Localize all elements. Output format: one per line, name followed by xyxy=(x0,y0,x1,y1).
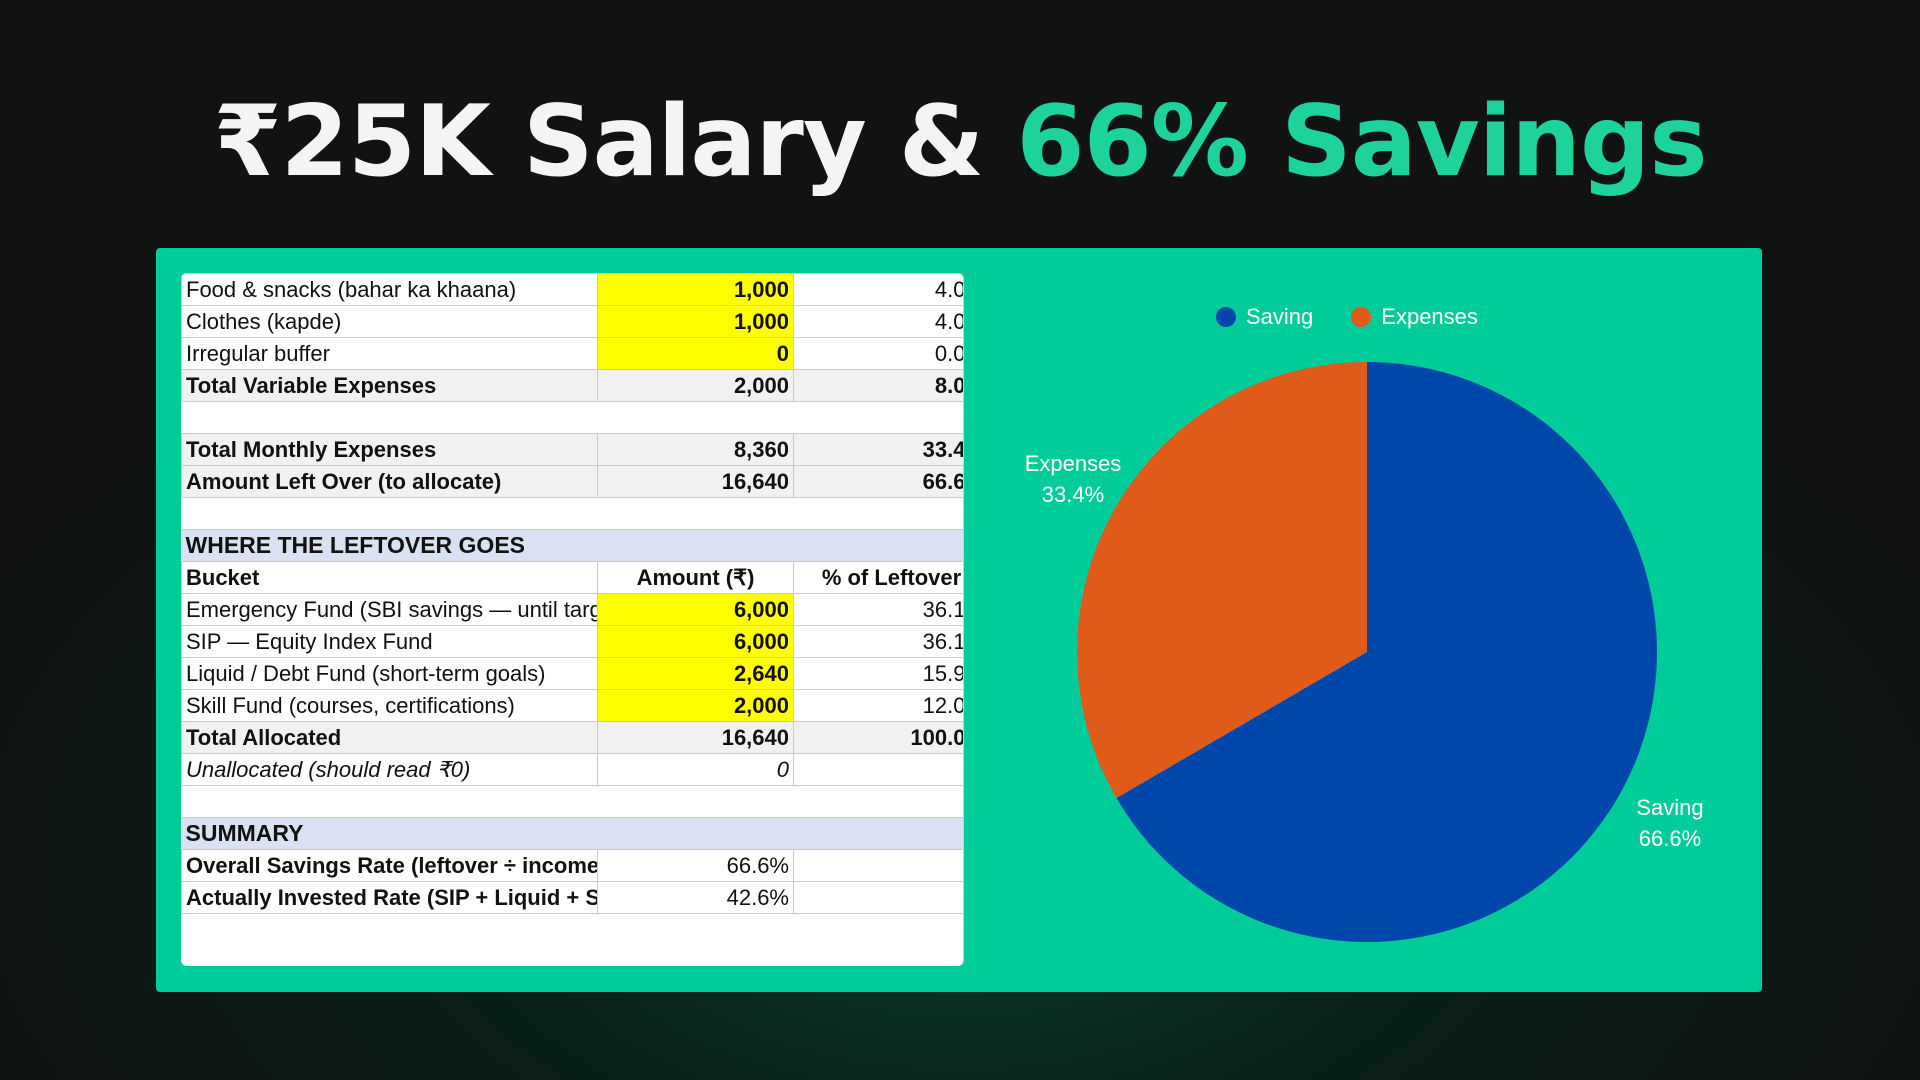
row-label[interactable]: Irregular buffer xyxy=(181,337,598,370)
row-label[interactable]: Actually Invested Rate (SIP + Liquid + S… xyxy=(181,881,598,914)
amount-cell[interactable]: 0 xyxy=(597,753,794,786)
empty-cell[interactable] xyxy=(597,785,794,818)
budget-table: Food & snacks (bahar ka khaana) 1,000 4.… xyxy=(181,273,963,914)
left-over-row: Amount Left Over (to allocate) 16,640 66… xyxy=(181,465,963,498)
pct-cell[interactable]: 66.6% xyxy=(793,465,963,498)
section-title[interactable]: SUMMARY xyxy=(181,817,963,850)
pct-cell[interactable]: 100.0% xyxy=(793,721,963,754)
empty-cell[interactable] xyxy=(181,497,598,530)
pie-slice-saving[interactable] xyxy=(1116,362,1658,942)
section-header: SUMMARY xyxy=(181,817,963,850)
column-header-row: Bucket Amount (₹) % of Leftover xyxy=(181,561,963,594)
row-label[interactable]: Total Monthly Expenses xyxy=(181,433,598,466)
pie-chart xyxy=(1077,362,1658,942)
amount-cell[interactable]: 2,000 xyxy=(597,689,794,722)
table-row: Liquid / Debt Fund (short-term goals) 2,… xyxy=(181,657,963,690)
table-row: Skill Fund (courses, certifications) 2,0… xyxy=(181,689,963,722)
legend-swatch xyxy=(1351,307,1372,327)
headline-savings: 66% Savings xyxy=(1016,85,1707,199)
row-label[interactable]: Emergency Fund (SBI savings — until targ… xyxy=(181,593,598,626)
pct-cell[interactable]: 12.0% xyxy=(793,689,963,722)
empty-cell[interactable] xyxy=(793,753,963,786)
pie-slice-expenses[interactable] xyxy=(1077,362,1367,799)
total-monthly-row: Total Monthly Expenses 8,360 33.4% xyxy=(181,433,963,466)
slice-label-value: 66.6% xyxy=(1638,826,1702,851)
total-variable-row: Total Variable Expenses 2,000 8.0% xyxy=(181,369,963,402)
value-cell[interactable]: 66.6% xyxy=(597,849,794,882)
column-header-pct[interactable]: % of Leftover xyxy=(793,561,963,594)
amount-cell[interactable]: 0 xyxy=(597,337,794,370)
content-panel: Food & snacks (bahar ka khaana) 1,000 4.… xyxy=(156,248,1762,992)
amount-cell[interactable]: 6,000 xyxy=(597,593,794,626)
slice-label-name: Expenses xyxy=(1024,451,1122,476)
budget-spreadsheet: Food & snacks (bahar ka khaana) 1,000 4.… xyxy=(181,273,964,966)
slice-label-saving: Saving 66.6% xyxy=(1610,792,1730,854)
amount-cell[interactable]: 16,640 xyxy=(597,721,794,754)
summary-row: Actually Invested Rate (SIP + Liquid + S… xyxy=(181,881,963,914)
amount-cell[interactable]: 2,640 xyxy=(597,657,794,690)
section-header: WHERE THE LEFTOVER GOES xyxy=(181,529,963,562)
headline-salary: ₹25K Salary & xyxy=(213,85,1017,199)
row-label[interactable]: Overall Savings Rate (leftover ÷ income) xyxy=(181,849,598,882)
pct-cell[interactable]: 36.1% xyxy=(793,625,963,658)
empty-cell[interactable] xyxy=(181,401,598,434)
pct-cell[interactable]: 36.1% xyxy=(793,593,963,626)
total-allocated-row: Total Allocated 16,640 100.0% xyxy=(181,721,963,754)
section-title[interactable]: WHERE THE LEFTOVER GOES xyxy=(181,529,963,562)
row-label[interactable]: Skill Fund (courses, certifications) xyxy=(181,689,598,722)
legend-item-saving[interactable]: Saving xyxy=(1216,304,1313,330)
headline: ₹25K Salary & 66% Savings xyxy=(0,85,1920,199)
row-label[interactable]: Total Allocated xyxy=(181,721,598,754)
row-label[interactable]: Food & snacks (bahar ka khaana) xyxy=(181,273,598,306)
legend-swatch xyxy=(1216,307,1236,327)
value-cell[interactable]: 42.6% xyxy=(597,881,794,914)
amount-cell[interactable]: 16,640 xyxy=(597,465,794,498)
amount-cell[interactable]: 1,000 xyxy=(597,273,794,306)
blank-row xyxy=(181,401,963,434)
pct-cell[interactable]: 8.0% xyxy=(793,369,963,402)
pct-cell[interactable]: 4.0% xyxy=(793,305,963,338)
table-row: Food & snacks (bahar ka khaana) 1,000 4.… xyxy=(181,273,963,306)
table-row: SIP — Equity Index Fund 6,000 36.1% xyxy=(181,625,963,658)
amount-cell[interactable]: 6,000 xyxy=(597,625,794,658)
row-label[interactable]: Total Variable Expenses xyxy=(181,369,598,402)
pct-cell[interactable]: 33.4% xyxy=(793,433,963,466)
slice-label-value: 33.4% xyxy=(1041,482,1105,507)
amount-cell[interactable]: 2,000 xyxy=(597,369,794,402)
slice-label-expenses: Expenses 33.4% xyxy=(1008,448,1138,510)
table-row: Irregular buffer 0 0.0% xyxy=(181,337,963,370)
empty-cell[interactable] xyxy=(793,881,963,914)
legend-label: Expenses xyxy=(1381,304,1478,329)
slice-label-name: Saving xyxy=(1636,795,1704,820)
pct-cell[interactable]: 15.9% xyxy=(793,657,963,690)
legend-label: Saving xyxy=(1246,304,1314,329)
chart-legend: Saving Expenses xyxy=(1216,304,1478,330)
row-label[interactable]: Liquid / Debt Fund (short-term goals) xyxy=(181,657,598,690)
legend-item-expenses[interactable]: Expenses xyxy=(1351,304,1478,330)
empty-cell[interactable] xyxy=(597,401,794,434)
column-header-bucket[interactable]: Bucket xyxy=(181,561,598,594)
table-row: Emergency Fund (SBI savings — until targ… xyxy=(181,593,963,626)
empty-cell[interactable] xyxy=(597,497,794,530)
pct-cell[interactable]: 0.0% xyxy=(793,337,963,370)
row-label[interactable]: SIP — Equity Index Fund xyxy=(181,625,598,658)
row-label[interactable]: Amount Left Over (to allocate) xyxy=(181,465,598,498)
